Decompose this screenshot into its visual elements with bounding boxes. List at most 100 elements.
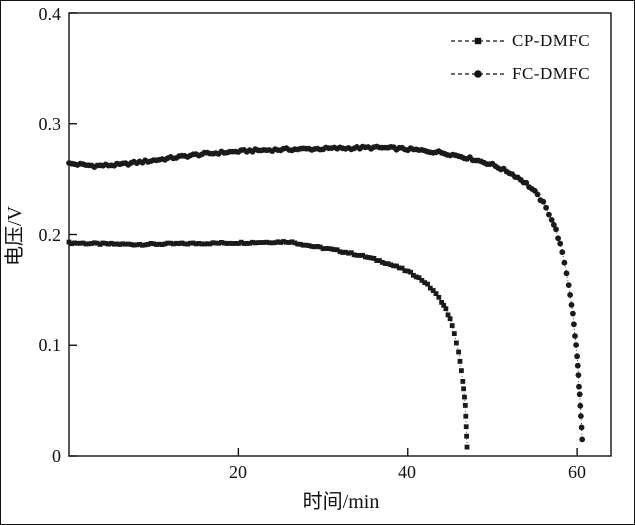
square-marker (213, 240, 219, 246)
square-marker (230, 241, 236, 246)
square-marker (193, 241, 199, 247)
square-marker (77, 240, 83, 246)
square-marker (151, 241, 157, 247)
x-axis-title: 时间/min (302, 491, 380, 513)
square-marker (449, 323, 455, 328)
square-marker (278, 240, 284, 245)
square-marker (275, 239, 281, 245)
square-marker (128, 242, 134, 247)
square-marker (97, 242, 103, 247)
square-marker (348, 250, 354, 256)
square-marker (227, 240, 233, 246)
square-marker (309, 244, 315, 249)
square-marker (402, 268, 408, 274)
circle-marker (567, 292, 573, 298)
square-marker (272, 240, 278, 245)
square-marker (300, 242, 306, 248)
square-marker (264, 239, 269, 245)
square-marker (436, 294, 442, 300)
square-marker (199, 241, 205, 247)
square-marker (323, 246, 329, 251)
circle-marker (555, 235, 561, 242)
square-marker (289, 239, 295, 245)
square-marker (351, 252, 357, 258)
square-marker (422, 280, 428, 285)
square-marker (219, 240, 224, 245)
square-marker (92, 240, 97, 246)
square-marker (72, 240, 77, 246)
circle-marker (540, 198, 547, 205)
square-marker (461, 386, 466, 392)
square-marker (238, 239, 244, 245)
square-marker (224, 241, 230, 246)
circle-marker (523, 179, 530, 186)
square-marker (315, 244, 320, 249)
legend-square-marker-icon (474, 37, 482, 45)
square-marker (445, 312, 451, 318)
square-marker (459, 368, 464, 373)
circle-marker (559, 249, 566, 256)
square-marker (430, 288, 436, 293)
circle-marker (548, 217, 555, 223)
square-marker (298, 241, 303, 247)
circle-marker (550, 221, 557, 228)
cp-dmfc-series (66, 239, 470, 450)
square-marker (252, 240, 258, 246)
fc-dmfc-connector-line (68, 146, 583, 440)
square-marker (168, 240, 173, 246)
square-marker (173, 240, 179, 246)
circle-marker (574, 362, 581, 369)
circle-marker (578, 424, 585, 431)
legend-label-fc-dmfc: FC-DMFC (512, 64, 591, 83)
square-marker (66, 239, 72, 245)
square-marker (332, 247, 337, 252)
square-marker (69, 241, 75, 247)
square-marker (385, 261, 391, 267)
square-marker (111, 241, 117, 247)
square-marker (103, 241, 109, 246)
square-marker (179, 240, 185, 246)
square-marker (464, 444, 470, 450)
square-marker (360, 252, 365, 258)
square-marker (391, 263, 396, 269)
square-marker (408, 269, 413, 275)
square-marker (159, 242, 165, 247)
circle-marker (575, 372, 582, 378)
square-marker (284, 239, 289, 245)
circle-marker (574, 353, 580, 360)
square-marker (258, 240, 264, 245)
square-marker (190, 240, 196, 246)
square-marker (162, 241, 168, 247)
square-marker (427, 285, 433, 291)
square-marker (463, 424, 469, 430)
square-marker (188, 240, 193, 246)
square-marker (317, 244, 323, 250)
square-marker (396, 265, 402, 271)
square-marker (462, 403, 468, 408)
square-marker (405, 268, 411, 274)
square-marker (94, 240, 100, 246)
square-marker (340, 250, 346, 255)
square-marker (343, 249, 348, 255)
square-marker (457, 359, 463, 364)
square-marker (399, 265, 405, 271)
square-marker (443, 306, 449, 312)
square-marker (75, 240, 80, 246)
circle-marker (561, 259, 568, 266)
square-marker (329, 246, 334, 252)
legend-label-cp-dmfc: CP-DMFC (512, 31, 591, 50)
square-marker (176, 241, 182, 246)
square-marker (451, 331, 457, 336)
square-marker (462, 394, 467, 400)
square-marker (357, 253, 363, 258)
square-marker (142, 242, 148, 248)
square-marker (456, 349, 461, 355)
square-marker (416, 275, 422, 281)
y-tick-label: 0 (52, 446, 61, 466)
square-marker (388, 262, 394, 268)
square-marker (312, 244, 317, 250)
y-tick-label: 0.1 (38, 335, 62, 355)
circle-marker (543, 204, 549, 211)
square-marker (281, 239, 286, 244)
